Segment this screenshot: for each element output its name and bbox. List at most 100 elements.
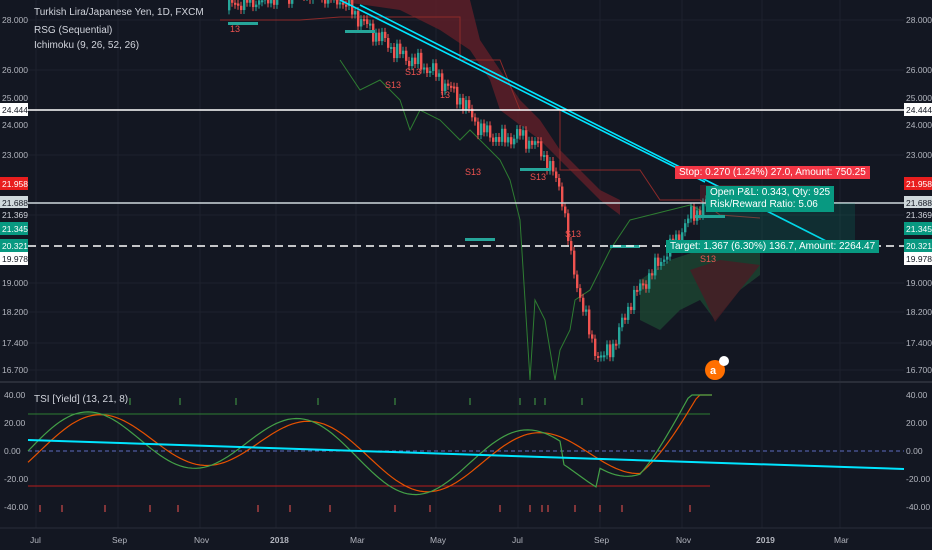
candle-body [492, 137, 495, 142]
candle-body [420, 52, 423, 70]
price-tag [0, 196, 28, 209]
price-tick-label: 26.000 [906, 65, 932, 75]
candle-body [564, 206, 567, 214]
price-tick-label: 24.000 [2, 120, 28, 130]
candle-body [354, 11, 357, 15]
candle-body [507, 137, 510, 143]
candle-body [609, 344, 612, 358]
candle-body [615, 343, 618, 346]
tsi-tick-label: -40.00 [906, 502, 930, 512]
candle-body [396, 43, 399, 59]
price-axis[interactable]: 28.000 28.000 26.000 26.000 25.000 25.000 24.0… [0, 15, 932, 375]
candle-body [447, 83, 450, 86]
candle-body [381, 31, 384, 42]
open-pl-label[interactable]: Open P&L: 0.343, Qty: 925 Risk/Reward Ra… [706, 186, 835, 212]
price-tag-label: 21.369 [906, 210, 932, 220]
candle-body [543, 155, 546, 158]
candle-body [270, 0, 273, 4]
candle-body [345, 4, 348, 7]
price-tag-label: 24.444 [2, 105, 28, 115]
time-tick-label: Mar [834, 535, 849, 545]
tsi-tick-label: 40.00 [906, 390, 928, 400]
candle-body [399, 43, 402, 55]
candle-body [627, 306, 630, 320]
time-axis[interactable]: Jul Sep Nov 2018 Mar May Jul Sep Nov 2019 Mar [30, 535, 849, 545]
price-tag [904, 252, 932, 265]
price-tag-label: 21.688 [906, 198, 932, 208]
tsi-tick-label: 20.00 [4, 418, 26, 428]
candle-body [504, 128, 507, 143]
candle-body [666, 256, 669, 260]
candle-body [660, 261, 663, 266]
candle-body [654, 257, 657, 276]
price-tag [0, 239, 28, 252]
candle-body [648, 273, 651, 289]
candle-body [411, 57, 414, 67]
price-tick-label: 23.000 [906, 150, 932, 160]
target-label[interactable]: Target: 1.367 (6.30%) 136.7, Amount: 226… [666, 240, 880, 253]
candle-body [237, 3, 240, 6]
candle-body [645, 284, 648, 289]
time-tick-label: Nov [194, 535, 210, 545]
candle-body [348, 0, 351, 6]
time-tick-label: Sep [594, 535, 609, 545]
legend-indicator-rsg: RSG (Sequential) [34, 25, 113, 36]
candle-body [606, 344, 609, 356]
candle-body [258, 0, 261, 5]
sequential-label: S13 [565, 229, 581, 239]
price-tick-label: 25.000 [906, 93, 932, 103]
price-tag [904, 177, 932, 190]
candle-body [474, 117, 477, 122]
svg-text:a: a [710, 365, 717, 377]
candle-body [600, 355, 603, 358]
sequential-marker [465, 238, 495, 241]
candle-body [363, 19, 366, 22]
candle-body [393, 47, 396, 59]
price-tag-label: 21.958 [906, 179, 932, 189]
candle-body [498, 137, 501, 142]
candle-body [228, 0, 231, 11]
candle-body [384, 31, 387, 39]
candle-body [639, 283, 642, 291]
time-tick-label: 2018 [270, 535, 289, 545]
price-tag-label: 21.369 [2, 210, 28, 220]
candle-body [423, 67, 426, 70]
candle-body [402, 50, 405, 55]
sequential-marker [520, 168, 550, 171]
time-tick-label: 2019 [756, 535, 775, 545]
candle-body [519, 129, 522, 136]
candle-body [591, 334, 594, 339]
risk-reward-text: Risk/Reward Ratio: 5.06 [710, 199, 818, 210]
candle-body [234, 2, 237, 5]
tsi-axis[interactable]: 40.00 40.00 20.00 20.00 0.00 0.00 -20.00 -20.00… [4, 390, 930, 512]
price-tag-label: 21.688 [2, 198, 28, 208]
tsi-tick-label: -20.00 [906, 474, 930, 484]
candle-body [681, 232, 684, 244]
candle-body [690, 206, 693, 219]
candle-body [513, 138, 516, 145]
candle-body [495, 137, 498, 142]
candle-body [453, 86, 456, 89]
grid-lines [28, 0, 904, 528]
candle-body [435, 63, 438, 77]
tsi-tick-label: 40.00 [4, 390, 26, 400]
trend-line-upper [339, 0, 706, 183]
candle-body [366, 19, 369, 24]
candle-body [636, 289, 639, 292]
candle-body [231, 0, 234, 3]
candle-body [678, 234, 681, 244]
candle-body [630, 306, 633, 311]
candle-body [693, 206, 696, 221]
time-tick-label: Jul [512, 535, 523, 545]
ichimoku-cloud-red [330, 0, 620, 215]
price-tag-label: 19.978 [2, 254, 28, 264]
candle-body [255, 4, 258, 8]
candle-body [252, 0, 255, 8]
price-tick-label: 17.400 [2, 338, 28, 348]
stop-label[interactable]: Stop: 0.270 (1.24%) 27.0, Amount: 750.25 [675, 166, 870, 179]
candle-body [651, 273, 654, 276]
candle-body [342, 2, 345, 5]
candle-body [405, 50, 408, 61]
candle-body [561, 186, 564, 207]
